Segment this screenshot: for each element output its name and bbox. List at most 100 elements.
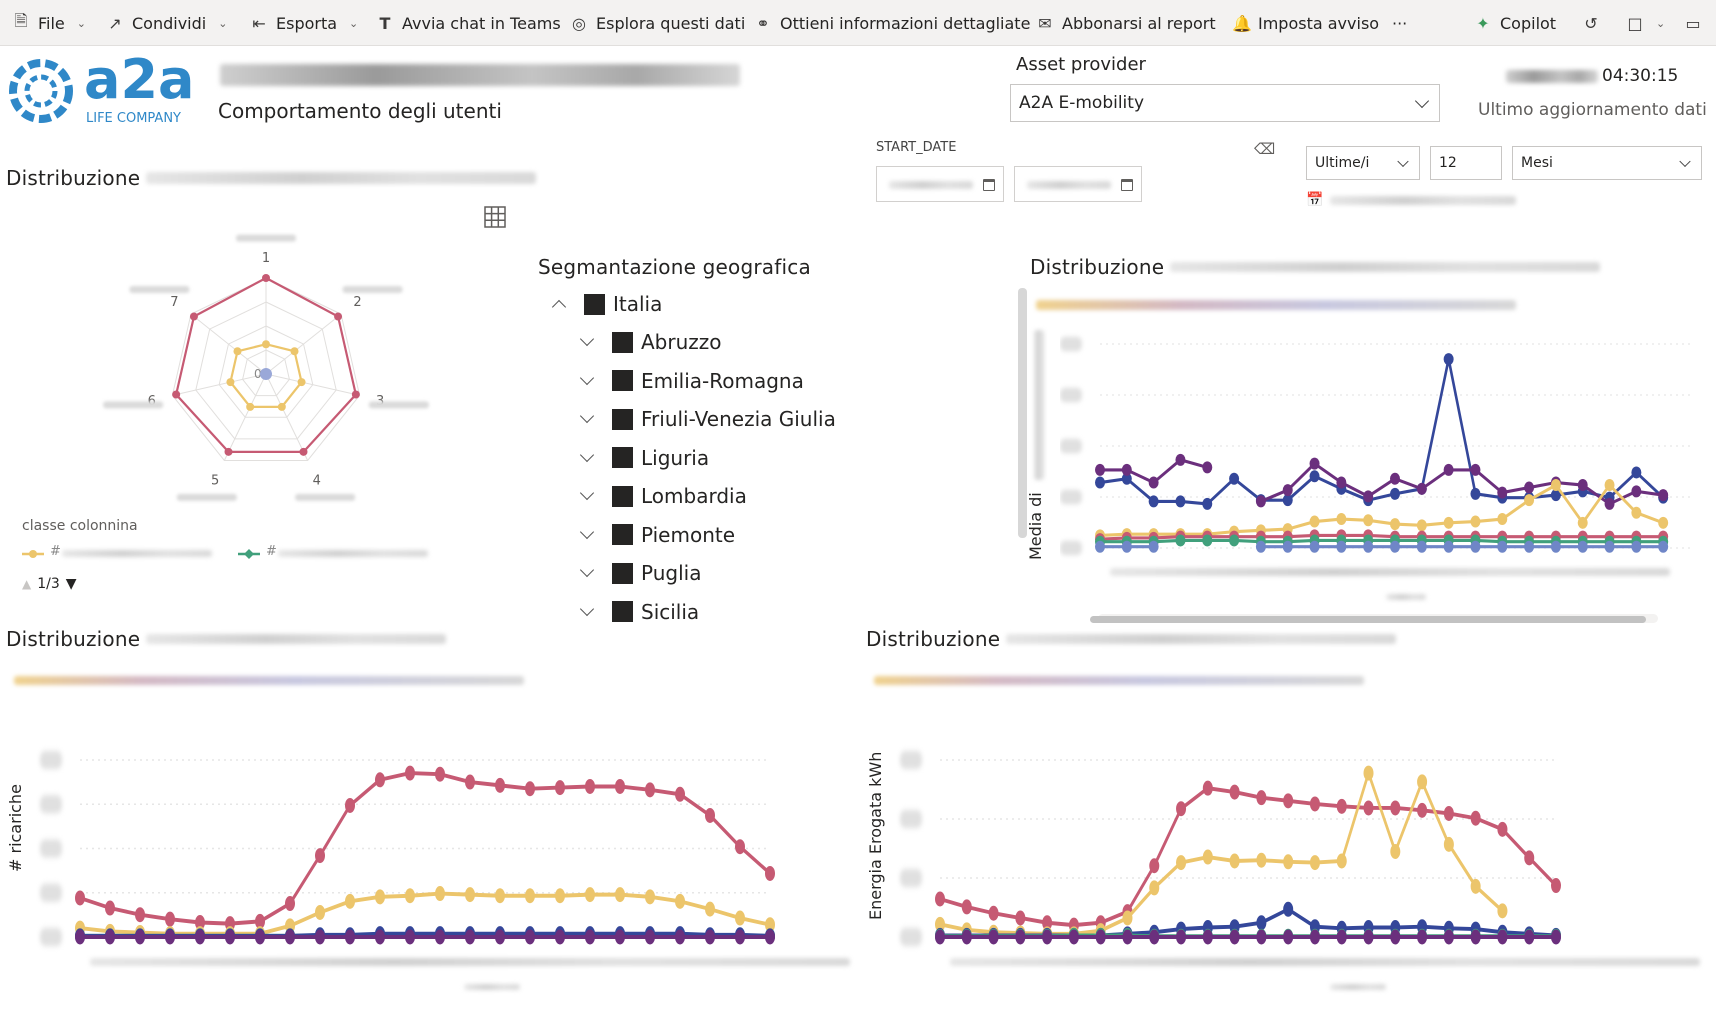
chevron-down-icon[interactable] — [579, 447, 595, 462]
data-point — [495, 929, 505, 945]
data-point — [1122, 929, 1133, 945]
data-point — [1390, 472, 1400, 485]
asset-provider-label: Asset provider — [1016, 54, 1146, 75]
radar-spoke — [265, 373, 360, 396]
horizontal-scrollbar-thumb[interactable] — [1090, 616, 1646, 623]
data-point — [705, 929, 715, 945]
chevron-down-icon[interactable] — [579, 485, 595, 501]
table-view-icon[interactable] — [484, 206, 506, 228]
tree-item-region[interactable]: Liguria — [579, 443, 709, 473]
legend-pager[interactable]: ▲ 1/3 ▼ — [22, 576, 77, 592]
chevron-down-icon[interactable] — [579, 562, 595, 578]
chevron-down-icon[interactable] — [579, 370, 595, 385]
series-line — [1100, 538, 1664, 544]
chevron-down-icon[interactable] — [579, 601, 595, 616]
data-point — [405, 929, 415, 945]
data-point — [765, 865, 775, 881]
asset-provider-dropdown[interactable]: A2A E-mobility — [1010, 84, 1440, 122]
data-point — [1095, 540, 1105, 553]
checkbox[interactable] — [612, 562, 633, 584]
subscribe-button[interactable]: ✉ Abbonarsi al report — [1036, 0, 1215, 46]
radar-point — [351, 390, 360, 399]
tree-item-italia[interactable]: Italia — [551, 289, 662, 319]
relative-mode-value: Ultime/i — [1315, 155, 1370, 171]
file-menu[interactable]: 🗎 File ⌄ — [12, 0, 86, 46]
teams-chat-button[interactable]: T Avvia chat in Teams — [376, 0, 561, 46]
tree-item-region[interactable]: Lombardia — [579, 481, 747, 511]
vertical-scrollbar[interactable] — [1018, 288, 1027, 538]
radar-point — [189, 312, 198, 321]
data-point — [1631, 466, 1642, 479]
tree-item-region[interactable]: Piemonte — [579, 520, 735, 550]
data-point — [1363, 765, 1374, 781]
data-point — [615, 778, 625, 794]
relative-mode-dropdown[interactable]: Ultime/i — [1306, 146, 1420, 180]
radar-axis-redacted — [129, 286, 190, 294]
bl-chart-ylabel: # ricariche — [6, 784, 25, 872]
data-point — [1363, 514, 1374, 527]
set-alert-button[interactable]: 🔔 Imposta avviso — [1232, 0, 1379, 46]
chevron-down-icon[interactable] — [579, 408, 595, 424]
checkbox[interactable] — [612, 408, 633, 430]
checkbox[interactable] — [612, 601, 633, 622]
explore-data-button[interactable]: ◎ Esplora questi dati — [570, 0, 745, 46]
data-point — [1282, 494, 1293, 507]
copilot-button[interactable]: ✦ Copilot — [1474, 0, 1556, 46]
eraser-icon[interactable]: ⌫ — [1254, 140, 1276, 158]
data-point — [645, 889, 655, 905]
tree-item-region[interactable]: Friuli-Venezia Giulia — [579, 404, 836, 434]
checkbox[interactable] — [612, 370, 633, 391]
checkbox[interactable] — [612, 485, 633, 507]
data-point — [1443, 836, 1454, 852]
br-legend-redacted — [874, 676, 1364, 685]
data-point — [195, 915, 205, 931]
insights-button[interactable]: ⚭ Ottieni informazioni dettagliate — [754, 0, 1030, 46]
data-point — [1202, 780, 1213, 796]
data-point — [315, 904, 325, 920]
reset-button[interactable]: ↺ — [1582, 0, 1600, 46]
data-point — [1470, 540, 1481, 553]
data-point — [1202, 929, 1213, 945]
share-button[interactable]: ↗ Condividi ⌄ — [106, 0, 227, 46]
checkbox[interactable] — [612, 524, 633, 545]
relative-count-input[interactable]: 12 — [1430, 146, 1502, 180]
radar-center-point — [260, 368, 272, 380]
export-button[interactable]: ⇤ Esporta ⌄ — [250, 0, 358, 46]
bookmark-button[interactable]: □ ⌄ — [1626, 0, 1665, 46]
chevron-down-icon[interactable] — [579, 331, 595, 347]
checkbox[interactable] — [612, 331, 633, 353]
chevron-up-icon[interactable] — [551, 299, 567, 315]
data-point — [1283, 929, 1294, 945]
tree-item-region[interactable]: Abruzzo — [579, 327, 722, 357]
data-point — [1416, 519, 1427, 532]
relative-unit-dropdown[interactable]: Mesi — [1512, 146, 1702, 180]
start-date-from-input[interactable] — [876, 166, 1004, 202]
logo-tagline: LIFE COMPANY — [86, 111, 181, 126]
view-button[interactable]: ▭ — [1684, 0, 1702, 46]
checkbox[interactable] — [612, 447, 633, 468]
tree-item-region[interactable]: Sicilia — [579, 597, 699, 627]
radar-series-line — [229, 343, 303, 408]
checkbox[interactable] — [584, 293, 605, 315]
calendar-icon: 📅 — [1306, 192, 1324, 208]
data-point — [1658, 516, 1669, 529]
br-xaxis-redacted — [950, 958, 1700, 966]
more-options-button[interactable]: ··· — [1392, 0, 1407, 46]
data-point — [585, 887, 595, 903]
data-point — [705, 807, 715, 823]
tree-item-region[interactable]: Puglia — [579, 558, 701, 588]
data-point — [165, 929, 175, 945]
last-update-label: Ultimo aggiornamento dati — [1478, 100, 1707, 120]
tree-item-region[interactable]: Emilia-Romagna — [579, 366, 804, 396]
start-date-to-input[interactable] — [1014, 166, 1142, 202]
data-point — [765, 929, 775, 945]
data-point — [345, 929, 355, 945]
pager-down-icon[interactable]: ▼ — [65, 576, 77, 592]
pager-up-icon[interactable]: ▲ — [22, 577, 32, 591]
data-point — [1015, 929, 1026, 945]
data-point — [735, 929, 745, 945]
chevron-down-icon[interactable] — [579, 524, 595, 539]
top-chart-xaxis-redacted — [1110, 568, 1670, 576]
data-point — [525, 888, 535, 904]
data-point — [1443, 516, 1454, 529]
